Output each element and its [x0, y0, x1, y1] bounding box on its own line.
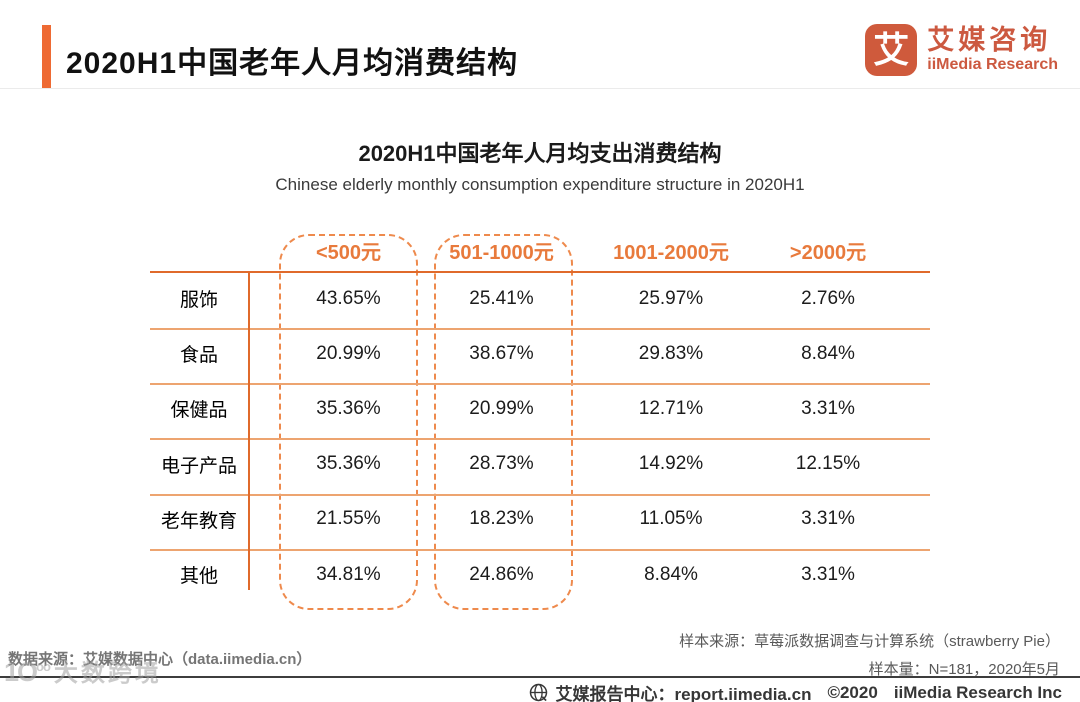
copyright-text: ©2020: [827, 682, 878, 702]
row-label-5: 老年教育: [160, 510, 237, 532]
consumption-table: <500元 501-1000元 1001-2000元 >2000元服饰 43.65% 25…: [150, 237, 930, 602]
column-header-4: >2000元: [789, 242, 867, 264]
table-value: 35.36%: [316, 397, 381, 419]
highlight-box-under-500: [279, 234, 418, 610]
table-corner: [150, 237, 248, 271]
column-header-3: 1001-2000元: [613, 242, 729, 264]
logo-name-cn: 艾媒咨询: [927, 24, 1052, 55]
table-header-rule: [150, 271, 930, 273]
table-value: 43.65%: [316, 287, 381, 309]
logo-text: 艾媒咨询 iiMedia Research: [927, 24, 1058, 75]
header-divider: [0, 88, 1080, 89]
table-value: 8.84%: [801, 342, 855, 364]
page-title: 2020H1中国老年人月均消费结构: [66, 47, 519, 80]
table-row-rule: [150, 494, 930, 496]
table-value: 35.36%: [316, 453, 381, 475]
iimedia-logo-icon: 艾: [865, 24, 918, 76]
table-row-rule: [150, 438, 930, 440]
data-source-note: 数据来源：艾媒数据中心（data.iimedia.cn）: [8, 651, 312, 668]
footer-divider: [0, 676, 1080, 678]
table-value: 18.23%: [469, 508, 534, 530]
table-value: 20.99%: [316, 342, 381, 364]
globe-icon: [530, 683, 548, 702]
table-value: 3.31%: [801, 508, 855, 530]
table-value: 14.92%: [638, 453, 704, 475]
logo-glyph: 艾: [873, 29, 910, 70]
report-center-link[interactable]: 艾媒报告中心：report.iimedia.cn: [555, 685, 812, 702]
row-label-6: 其他: [179, 566, 218, 588]
highlight-box-501-1000: [434, 234, 573, 610]
footer-bar: 艾媒报告中心：report.iimedia.cn ©2020 iiMedia R…: [529, 680, 1062, 702]
title-accent-bar: [42, 25, 51, 88]
table-value: 28.73%: [469, 453, 534, 475]
table-value: 8.84%: [644, 563, 698, 585]
table-value: 2.76%: [801, 287, 855, 309]
table-row-rule: [150, 383, 930, 385]
chart-title: 2020H1中国老年人月均支出消费结构: [358, 141, 722, 166]
column-header-1: <500元: [315, 242, 382, 264]
logo-name-en: iiMedia Research: [927, 56, 1058, 74]
table-value: 12.71%: [638, 397, 704, 419]
table-value: 12.15%: [795, 453, 861, 475]
row-label-4: 电子产品: [160, 455, 237, 477]
table-value: 20.99%: [469, 397, 534, 419]
iimedia-logo: 艾 艾媒咨询 iiMedia Research: [865, 24, 1058, 76]
table-value: 24.86%: [469, 563, 534, 585]
table-value: 3.31%: [801, 397, 855, 419]
table-value: 3.31%: [801, 563, 855, 585]
sample-source-note: 样本来源：草莓派数据调查与计算系统（strawberry Pie）: [679, 633, 1060, 650]
row-label-1: 服饰: [179, 290, 218, 312]
table-value: 29.83%: [638, 342, 704, 364]
table-row-rule: [150, 328, 930, 330]
row-label-3: 保健品: [170, 400, 228, 422]
table-value: 11.05%: [639, 508, 703, 530]
row-label-2: 食品: [179, 345, 218, 367]
table-value: 25.41%: [469, 287, 534, 309]
table-value: 38.67%: [469, 342, 534, 364]
table-label-divider: [248, 272, 250, 590]
table-value: 21.55%: [316, 508, 381, 530]
column-header-2: 501-1000元: [449, 242, 554, 264]
company-name: iiMedia Research Inc: [893, 682, 1062, 702]
table-row-rule: [150, 549, 930, 551]
table-value: 25.97%: [638, 287, 704, 309]
table-value: 34.81%: [316, 563, 381, 585]
chart-subtitle: Chinese elderly monthly consumption expe…: [275, 175, 805, 194]
sample-size-note: 样本量：N=181，2020年5月: [868, 661, 1060, 678]
